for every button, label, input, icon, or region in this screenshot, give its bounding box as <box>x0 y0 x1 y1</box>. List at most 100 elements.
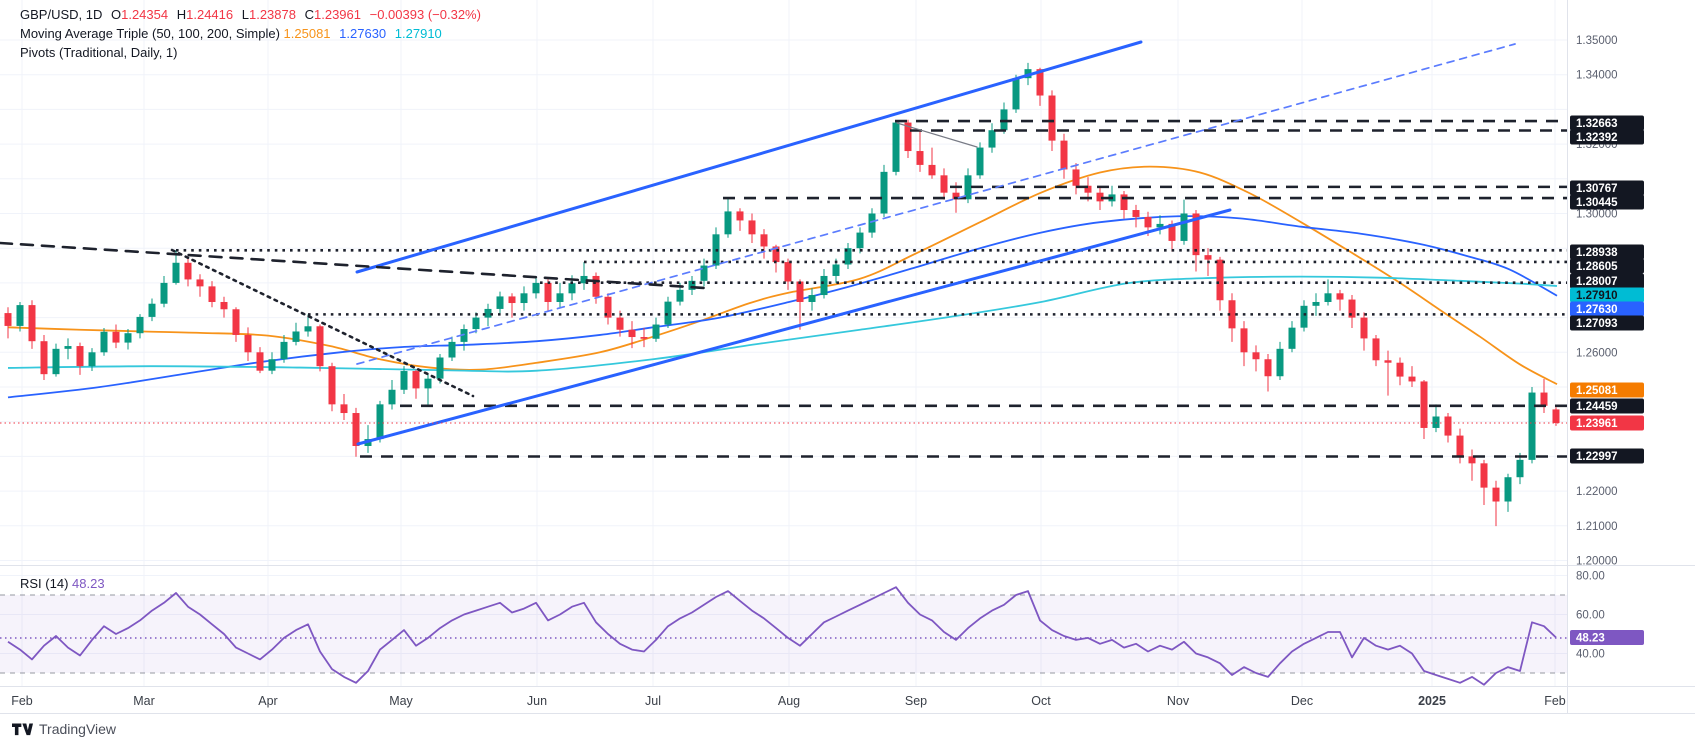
pivots-indicator-label[interactable]: Pivots (Traditional, Daily, 1) <box>20 45 178 60</box>
low-value: 1.23878 <box>248 7 296 22</box>
rsi-line <box>7 586 1557 686</box>
time-axis-label: Feb <box>1544 694 1566 708</box>
candle-body <box>1420 381 1428 428</box>
candle-body <box>1456 435 1464 457</box>
candle-body <box>1372 338 1380 361</box>
level-lines-layer <box>176 119 1567 458</box>
candle-body <box>952 192 960 200</box>
price-axis-badge <box>1570 382 1644 398</box>
price-axis[interactable]: 1.350001.340001.320001.300001.260001.220… <box>1570 35 1644 661</box>
price-axis-badge <box>1570 258 1644 274</box>
time-axis[interactable]: Feb Mar Apr May Jun Jul Aug Sep Oct Nov Dec 2025 Feb <box>11 694 1566 708</box>
rsi-indicator-label[interactable]: RSI (14) <box>20 576 69 591</box>
tradingview-watermark[interactable]: TradingView <box>12 721 116 737</box>
candle-body <box>460 329 468 342</box>
candle-body <box>1144 216 1152 228</box>
candle-body <box>1492 487 1500 502</box>
time-axis-label: Feb <box>11 694 33 708</box>
time-axis-label: Mar <box>133 694 155 708</box>
ma-line <box>7 165 1558 386</box>
price-axis-label: 1.26000 <box>1576 347 1618 359</box>
price-axis-badge <box>1570 180 1644 196</box>
price-axis-badge <box>1570 398 1644 414</box>
candle-body <box>304 326 312 332</box>
candle-body <box>508 296 516 304</box>
trend-line <box>896 122 978 148</box>
ma-indicator-row[interactable]: Moving Average Triple (50, 100, 200, Sim… <box>20 25 486 43</box>
candle-body <box>1192 213 1200 256</box>
candle-body <box>340 404 348 414</box>
candle-body <box>1252 352 1260 360</box>
price-axis-badge-text: 1.30767 <box>1576 183 1618 195</box>
symbol-row[interactable]: GBP/USD, 1D O1.24354 H1.24416 L1.23878 C… <box>20 6 486 24</box>
candle-body <box>748 220 756 235</box>
candle-body <box>1312 301 1320 306</box>
candle-body <box>148 303 156 317</box>
price-axis-badge-text: 1.27910 <box>1576 290 1618 302</box>
candle-body <box>1516 459 1524 478</box>
candle-body <box>904 122 912 152</box>
candle-body <box>820 275 828 296</box>
time-axis-label: Nov <box>1167 694 1190 708</box>
candle-body <box>76 346 84 367</box>
gridlines <box>0 0 1567 686</box>
high-value: 1.24416 <box>186 7 234 22</box>
price-axis-badge-text: 1.27630 <box>1576 304 1618 316</box>
candle-body <box>28 305 36 342</box>
price-axis-badge <box>1570 115 1644 131</box>
candle-body <box>1540 392 1548 406</box>
price-axis-badge <box>1570 448 1644 464</box>
price-axis-badge <box>1570 415 1644 431</box>
candle-body <box>808 295 816 302</box>
pivots-indicator-row[interactable]: Pivots (Traditional, Daily, 1) <box>20 44 486 62</box>
trendlines-layer <box>0 40 1516 446</box>
candle-body <box>1480 463 1488 488</box>
time-axis-label: Jul <box>645 694 661 708</box>
candle-body <box>544 282 552 302</box>
candle-body <box>4 313 12 326</box>
candle-body <box>412 371 420 389</box>
candle-body <box>928 164 936 176</box>
rsi-axis-label: 40.00 <box>1576 649 1605 661</box>
candle-body <box>652 324 660 339</box>
candle-body <box>868 213 876 233</box>
candle-body <box>388 389 396 405</box>
candle-body <box>352 413 360 446</box>
ma50-value: 1.25081 <box>283 26 331 41</box>
candle-body <box>124 333 132 343</box>
candle-body <box>496 296 504 309</box>
candle-body <box>424 378 432 389</box>
time-axis-label: Oct <box>1031 694 1051 708</box>
candle-body <box>1048 95 1056 141</box>
candle-body <box>448 341 456 358</box>
time-axis-label: Dec <box>1291 694 1313 708</box>
symbol-title[interactable]: GBP/USD, 1D <box>20 7 103 22</box>
time-axis-label: Sep <box>905 694 927 708</box>
candle-body <box>1084 185 1092 193</box>
change-value: −0.00393 (−0.32%) <box>369 7 481 22</box>
candle-body <box>256 352 264 371</box>
ma-line <box>7 215 1558 399</box>
candle-body <box>1168 223 1176 241</box>
ma-line <box>7 275 1558 373</box>
price-axis-label: 1.21000 <box>1576 521 1618 533</box>
candle-body <box>796 281 804 302</box>
candle-body <box>1276 348 1284 377</box>
price-axis-badge-text: 1.24459 <box>1576 401 1618 413</box>
candle-body <box>1216 259 1224 301</box>
candle-body <box>1072 169 1080 186</box>
candle-body <box>1240 328 1248 353</box>
candle-body <box>1396 362 1404 377</box>
rsi-indicator-row[interactable]: RSI (14) 48.23 <box>20 576 111 591</box>
candle-body <box>400 371 408 390</box>
candle-body <box>1444 416 1452 436</box>
candle-body <box>772 246 780 263</box>
candle-body <box>1552 409 1560 424</box>
candle-body <box>244 334 252 353</box>
trend-line <box>0 241 707 290</box>
candle-body <box>1468 456 1476 464</box>
ma200-value: 1.27910 <box>394 26 442 41</box>
ma-indicator-label[interactable]: Moving Average Triple (50, 100, 200, Sim… <box>20 26 280 41</box>
